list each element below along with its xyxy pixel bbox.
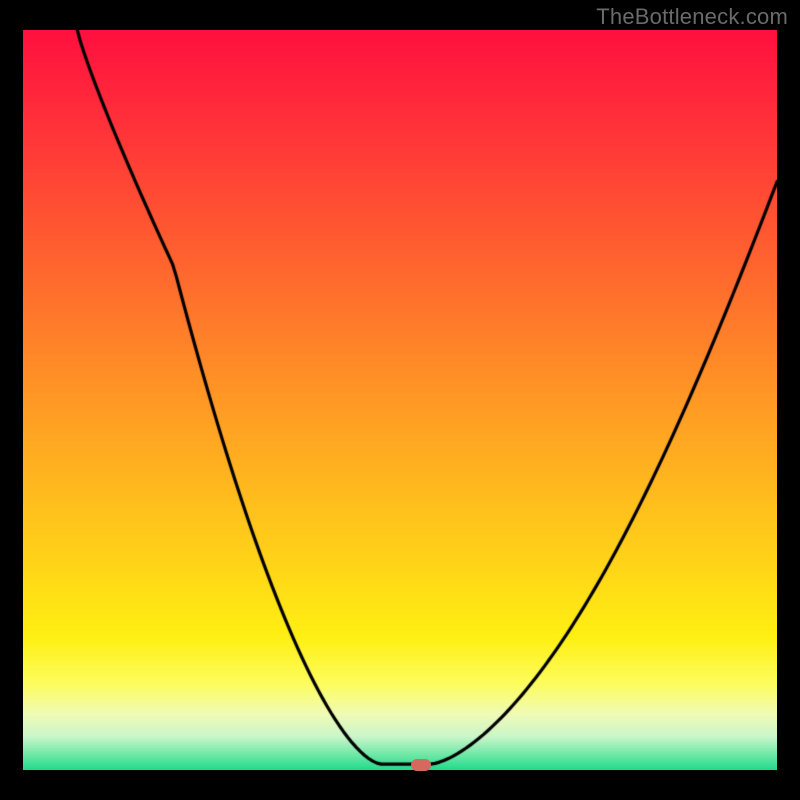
watermark-text: TheBottleneck.com — [596, 4, 788, 30]
gradient-line-chart — [23, 30, 777, 770]
plot-area — [23, 30, 777, 770]
bottleneck-marker — [411, 759, 431, 771]
chart-frame: TheBottleneck.com — [0, 0, 800, 800]
